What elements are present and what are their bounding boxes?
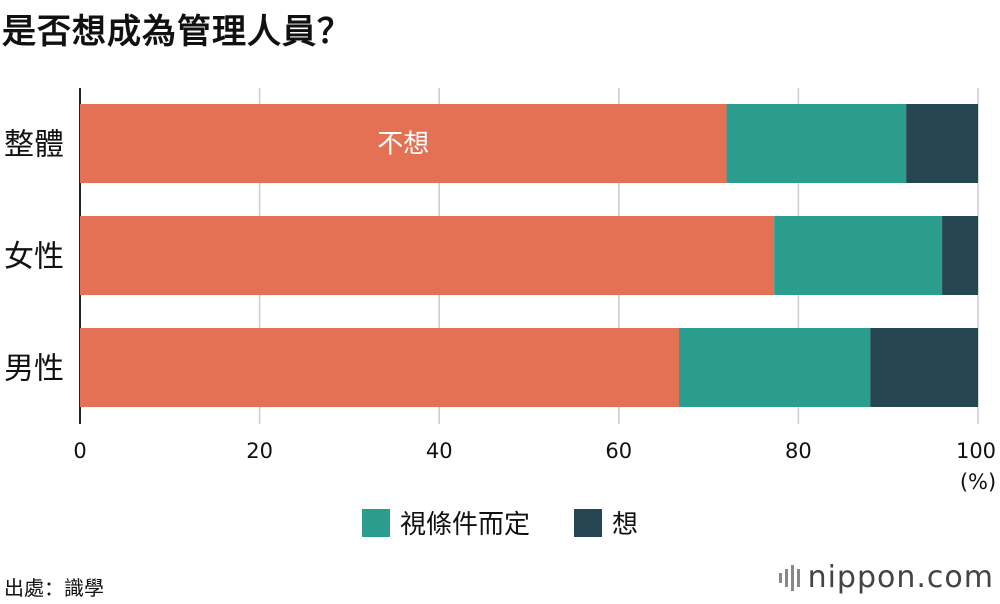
bar-0-series-0 [80,104,727,183]
bar-2-series-2 [870,328,978,407]
logo-text: nippon.com [807,560,994,595]
legend: 視條件而定 想 [0,504,1000,541]
x-tick-label-0: 0 [73,439,86,463]
nippon-logo: nippon.com [778,560,994,595]
x-tick-label-20: 20 [246,439,273,463]
x-tick-label-40: 40 [426,439,453,463]
bar-2-series-1 [678,328,871,407]
category-label-2: 男性 [4,352,64,387]
logo-mark-icon [778,564,800,591]
legend-item-yes: 想 [574,504,638,541]
legend-swatch-yes [574,508,602,537]
x-tick-label-60: 60 [605,439,632,463]
x-tick-label-80: 80 [785,439,812,463]
bar-1-series-0 [80,216,775,295]
inbar-label: 不想 [377,130,429,160]
bar-0-series-1 [726,104,907,183]
x-tick-label-100: 100 [956,439,996,463]
legend-label-depends: 視條件而定 [399,510,530,540]
unit-label: (%) [960,470,996,494]
category-label-0: 整體 [4,128,64,163]
chart-title: 是否想成為管理人員？ [2,12,352,52]
bar-1-series-2 [942,216,978,295]
bars: 不想 [80,104,978,407]
bar-0-series-2 [906,104,978,183]
legend-label-yes: 想 [612,510,639,540]
bar-1-series-1 [774,216,943,295]
category-label-1: 女性 [4,240,64,275]
bar-2-series-0 [80,328,679,407]
x-tick-labels: 0 20 40 60 80 100 [73,439,996,463]
legend-item-depends: 視條件而定 [361,504,530,541]
legend-swatch-depends [361,508,390,537]
source-note: 出處：識學 [4,576,104,600]
